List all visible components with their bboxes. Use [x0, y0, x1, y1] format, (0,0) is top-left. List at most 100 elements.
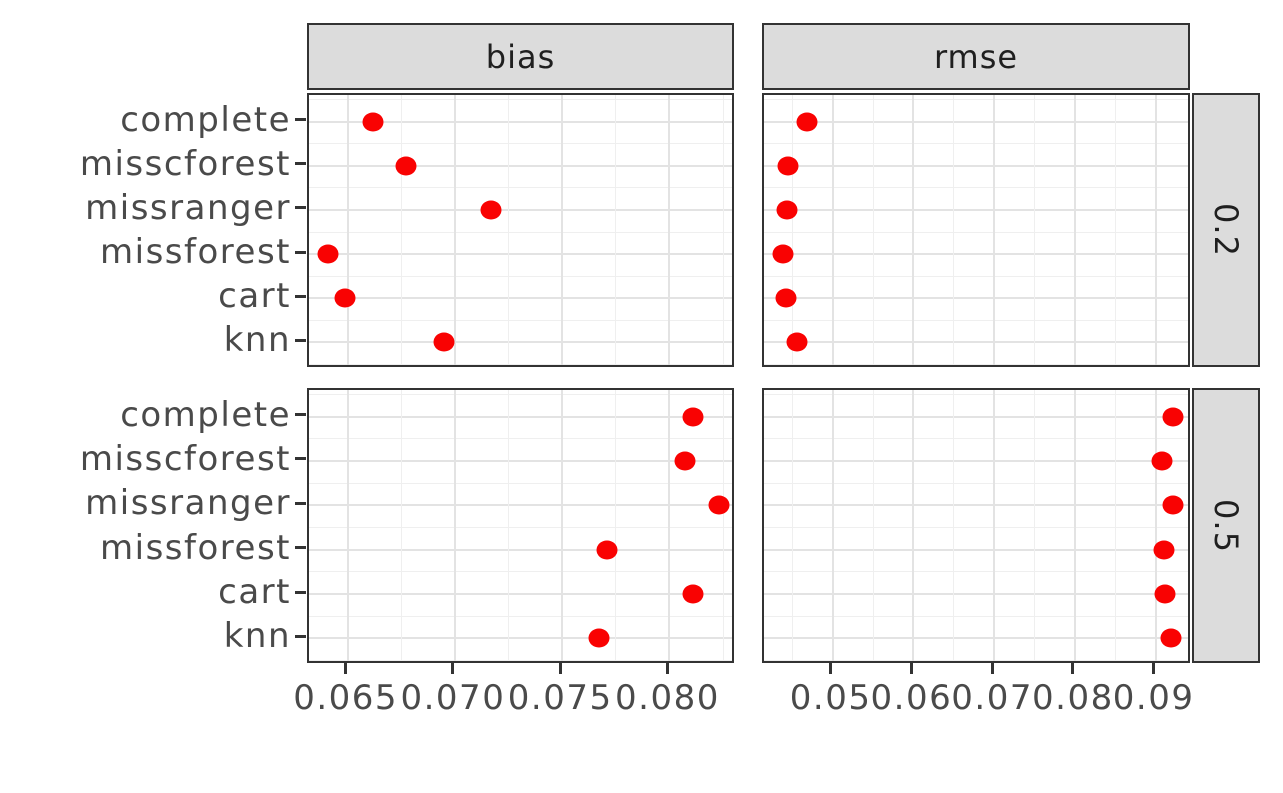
grid-y-major: [764, 593, 1188, 596]
facet-panel-bias-0.2: [307, 93, 734, 367]
grid-y-minor: [764, 438, 1188, 440]
grid-y-major: [309, 637, 732, 640]
grid-x-major: [668, 390, 671, 661]
x-tick-label: 0.075: [507, 678, 613, 718]
grid-x-major: [993, 95, 996, 365]
facet-panel-rmse-0.5: [762, 388, 1190, 663]
data-point: [682, 584, 704, 604]
grid-x-major: [346, 95, 349, 365]
facet-panel-bias-0.5: [307, 388, 734, 663]
x-axis-tick: [665, 663, 669, 674]
x-axis-tick: [990, 663, 994, 674]
grid-y-minor: [764, 571, 1188, 573]
data-point: [334, 288, 356, 308]
x-axis-tick: [558, 663, 562, 674]
x-axis-tick: [829, 663, 833, 674]
grid-y-minor: [764, 364, 1188, 365]
facet-panel-rmse-0.2: [762, 93, 1190, 367]
grid-y-minor: [764, 275, 1188, 277]
grid-y-major: [309, 504, 732, 507]
y-category-label-knn: knn: [223, 320, 291, 361]
y-axis-tick: [295, 501, 306, 505]
grid-y-major: [309, 341, 732, 344]
y-category-label-misscforest: misscforest: [79, 143, 291, 184]
grid-x-minor: [1114, 390, 1116, 661]
grid-y-minor: [309, 98, 732, 100]
grid-y-minor: [309, 143, 732, 145]
grid-y-minor: [309, 393, 732, 395]
grid-x-major: [346, 390, 349, 661]
x-tick-label: 0.070: [400, 678, 506, 718]
grid-y-major: [309, 120, 732, 123]
y-category-label-cart: cart: [218, 276, 291, 317]
data-point: [1162, 495, 1184, 515]
x-axis-tick: [1152, 663, 1156, 674]
data-point: [480, 200, 502, 220]
grid-y-minor: [764, 319, 1188, 321]
grid-y-minor: [764, 187, 1188, 189]
grid-x-major: [831, 390, 834, 661]
data-point: [786, 332, 808, 352]
grid-y-major: [764, 297, 1188, 300]
facet-col-label-bias: bias: [485, 37, 556, 76]
grid-x-major: [993, 390, 996, 661]
x-axis-tick: [451, 663, 455, 674]
grid-x-minor: [953, 390, 955, 661]
grid-x-minor: [872, 95, 874, 365]
grid-x-major: [1073, 390, 1076, 661]
x-tick-label: 0.09: [1112, 678, 1195, 718]
grid-x-major: [561, 390, 564, 661]
grid-y-major: [309, 593, 732, 596]
grid-x-minor: [722, 390, 724, 661]
grid-x-minor: [615, 390, 617, 661]
x-tick-label: 0.065: [293, 678, 399, 718]
facet-row-label-0.2: 0.2: [1206, 203, 1245, 257]
facet-row-label-0.5: 0.5: [1206, 498, 1245, 553]
grid-x-minor: [400, 390, 402, 661]
grid-y-major: [309, 548, 732, 551]
grid-x-minor: [722, 95, 724, 365]
grid-x-major: [831, 95, 834, 365]
grid-y-major: [764, 459, 1188, 462]
grid-x-major: [1154, 390, 1157, 661]
data-point: [777, 156, 799, 176]
grid-y-minor: [309, 187, 732, 189]
grid-x-major: [561, 95, 564, 365]
grid-x-minor: [872, 390, 874, 661]
grid-y-minor: [309, 660, 732, 661]
grid-x-minor: [615, 95, 617, 365]
y-axis-tick: [295, 634, 306, 638]
facet-col-strip-rmse: rmse: [762, 23, 1190, 90]
grid-y-major: [309, 253, 732, 256]
grid-x-minor: [791, 390, 793, 661]
grid-y-minor: [309, 615, 732, 617]
grid-y-minor: [309, 319, 732, 321]
data-point: [395, 156, 417, 176]
x-tick-label: 0.06: [870, 678, 953, 718]
facet-row-strip-0.5: 0.5: [1192, 388, 1260, 663]
grid-y-major: [764, 637, 1188, 640]
grid-y-major: [309, 297, 732, 300]
grid-y-minor: [309, 231, 732, 233]
y-category-label-missforest: missforest: [100, 527, 291, 568]
facet-row-strip-0.2: 0.2: [1192, 93, 1260, 367]
grid-x-major: [453, 390, 456, 661]
x-axis-tick: [909, 663, 913, 674]
grid-y-minor: [764, 143, 1188, 145]
grid-y-major: [309, 415, 732, 418]
y-category-label-complete: complete: [120, 394, 291, 435]
data-point: [775, 288, 797, 308]
grid-x-major: [912, 95, 915, 365]
facet-col-label-rmse: rmse: [933, 37, 1019, 76]
grid-x-major: [1154, 95, 1157, 365]
grid-x-major: [912, 390, 915, 661]
grid-y-major: [309, 459, 732, 462]
grid-y-major: [309, 164, 732, 167]
grid-x-minor: [508, 390, 510, 661]
y-category-label-complete: complete: [120, 99, 291, 140]
grid-y-minor: [309, 527, 732, 528]
grid-x-minor: [953, 95, 955, 365]
data-point: [708, 495, 730, 515]
grid-y-major: [764, 208, 1188, 211]
